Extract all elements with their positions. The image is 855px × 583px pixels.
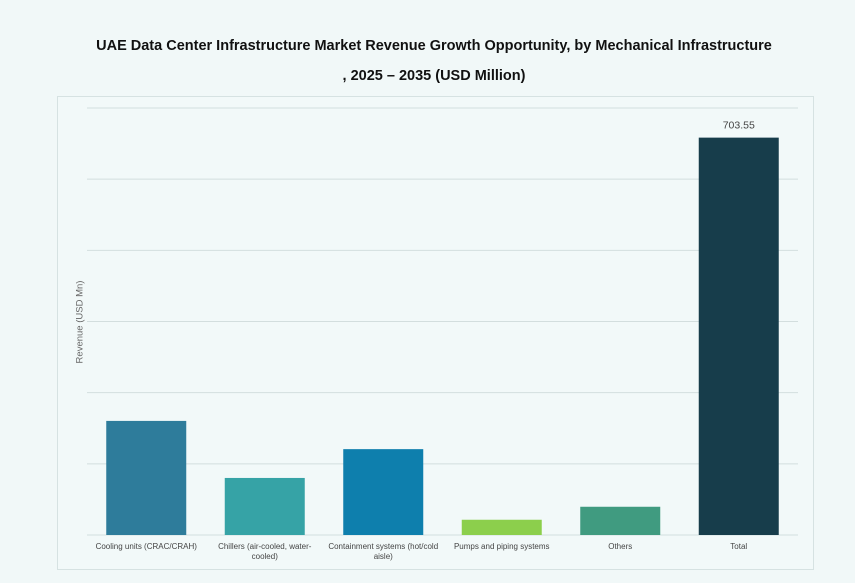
chart-subtitle: , 2025 – 2035 (USD Million) (342, 68, 526, 84)
x-tick-label: Total (730, 542, 748, 551)
x-tick-label: Pumps and piping systems (453, 542, 550, 551)
bar-1 (224, 477, 305, 535)
bar-4 (580, 506, 661, 535)
x-tick-label: Containment systems (hot/cold aisle) (328, 542, 439, 561)
chart-title: UAE Data Center Infrastructure Market Re… (96, 38, 772, 54)
bar-5 (698, 137, 779, 535)
bar-2 (343, 449, 424, 535)
x-tick-label: Chillers (air-cooled, water-cooled) (218, 542, 312, 561)
data-label: 703.55 (723, 120, 755, 132)
x-tick-label: Others (608, 542, 633, 551)
x-tick-label: Cooling units (CRAC/CRAH) (95, 542, 197, 551)
y-axis-label: Revenue (USD Mn) (74, 280, 86, 364)
bar-3 (461, 519, 542, 535)
bar-0 (106, 420, 187, 535)
